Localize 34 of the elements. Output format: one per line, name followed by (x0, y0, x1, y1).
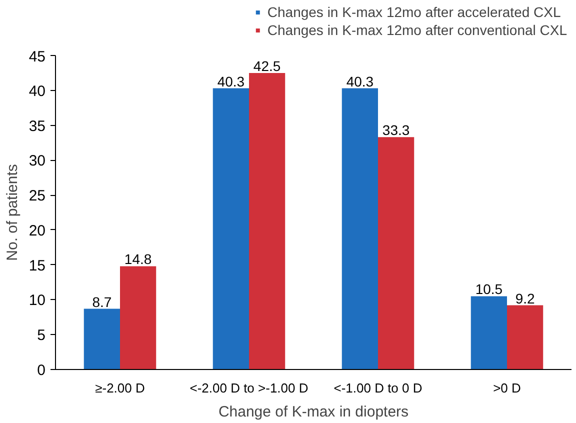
x-tick-label: <-2.00 D to >-1.00 D (190, 380, 308, 396)
bar (120, 266, 156, 370)
y-tick-label: 10 (28, 292, 46, 310)
y-tick-label: 0 (37, 362, 46, 379)
data-label: 14.8 (124, 251, 152, 268)
x-tick-label: ≥-2.00 D (95, 380, 145, 396)
data-label: 40.3 (346, 73, 374, 90)
bar (342, 88, 378, 370)
data-label: 33.3 (382, 122, 410, 138)
bar (507, 305, 544, 370)
y-tick-label: 35 (28, 118, 46, 135)
bar (212, 88, 249, 370)
bar (378, 137, 414, 370)
data-label: 10.5 (475, 281, 503, 298)
data-label: 8.7 (92, 294, 112, 310)
y-tick-label: 5 (37, 327, 46, 344)
data-label: 40.3 (217, 73, 245, 90)
y-tick-label: 40 (28, 82, 46, 100)
x-tick-label: <-1.00 D to 0 D (334, 380, 422, 396)
data-label: 42.5 (253, 58, 281, 74)
y-axis-title: No. of patients (4, 164, 21, 261)
legend-label: Changes in K-max 12mo after accelerated CXL (267, 4, 561, 20)
legend-label: Changes in K-max 12mo after conventional CXL (267, 22, 567, 38)
y-tick-label: 30 (28, 152, 46, 170)
bar (470, 296, 507, 370)
x-axis-title: Change of K-max in diopters (218, 404, 409, 420)
bar (84, 308, 120, 370)
y-tick-label: 20 (28, 222, 46, 240)
y-tick-label: 45 (28, 48, 46, 66)
y-tick-label: 15 (28, 257, 46, 274)
data-label: 9.2 (515, 290, 536, 306)
x-tick-label: >0 D (493, 380, 521, 396)
y-tick-label: 25 (28, 188, 46, 205)
bar (249, 72, 286, 370)
